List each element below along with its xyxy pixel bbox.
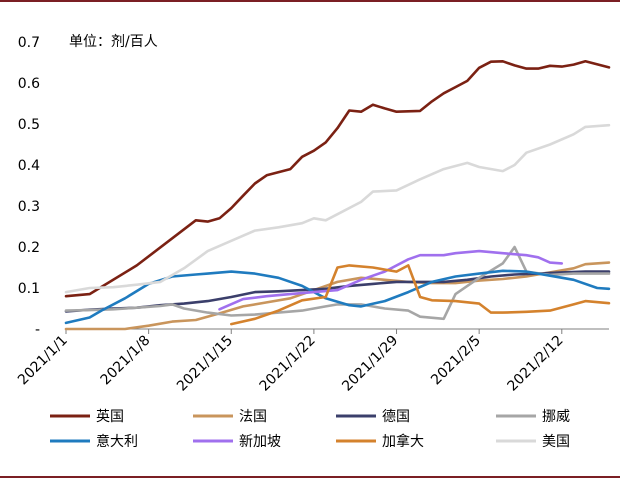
legend-label: 法国 (239, 409, 267, 425)
series-line (64, 245, 611, 321)
legend-label: 新加坡 (239, 434, 281, 450)
y-tick-label: 0.2 (18, 240, 40, 256)
legend-label: 意大利 (96, 433, 138, 450)
x-tick-label: 2021/2/12 (505, 333, 567, 395)
series-lines (64, 60, 611, 331)
series-line (64, 261, 611, 331)
x-tick-label: 2021/1/8 (98, 333, 154, 389)
series-line (64, 269, 611, 325)
y-tick-label: - (35, 322, 40, 338)
x-tick-label: 2021/1/1 (15, 333, 71, 389)
y-axis-ticks: - 0.1 0.2 0.3 0.4 0.5 0.6 0.7 (18, 35, 40, 338)
y-tick-label: 0.1 (18, 281, 40, 297)
x-tick-label: 2021/1/29 (339, 333, 401, 395)
y-tick-label: 0.3 (18, 199, 40, 215)
y-tick-label: 0.7 (18, 35, 40, 51)
bottom-rule (0, 476, 620, 478)
x-tick-label: 2021/1/15 (174, 333, 236, 395)
legend-label: 挪威 (542, 409, 570, 425)
legend-label: 加拿大 (382, 433, 424, 450)
series-line (64, 123, 611, 294)
y-tick-label: 0.5 (18, 117, 40, 133)
top-rule (0, 0, 620, 2)
legend-label: 美国 (542, 434, 570, 450)
x-tick-label: 2021/2/5 (428, 333, 484, 389)
legend-label: 英国 (96, 408, 124, 425)
unit-label: 单位：剂/百人 (69, 34, 158, 50)
series-line (218, 249, 564, 311)
x-tick-label: 2021/1/22 (257, 333, 319, 395)
x-axis-ticks: 2021/1/1 2021/1/8 2021/1/15 2021/1/22 2021/1… (15, 329, 567, 395)
y-tick-label: 0.4 (18, 158, 40, 174)
series-line (230, 264, 611, 326)
series-line (64, 60, 611, 298)
legend-label: 德国 (382, 409, 410, 425)
y-tick-label: 0.6 (18, 76, 40, 92)
